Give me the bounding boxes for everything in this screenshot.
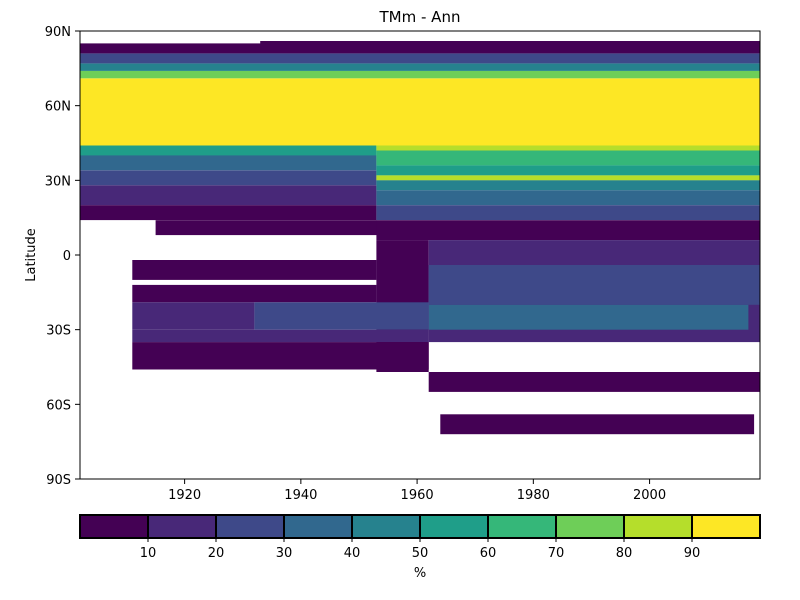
colorbar-swatch-6: [487, 514, 557, 539]
y-tick-label: 90S: [46, 473, 71, 488]
heatmap-cell-16: [376, 180, 760, 191]
x-tick-label: 2000: [633, 488, 666, 503]
heatmap-cell-19: [376, 220, 760, 241]
heatmap-cell-12: [376, 145, 760, 151]
colorbar-swatch-1: [147, 514, 217, 539]
x-axis-ticks: 1920 1940 1960 1980 2000: [168, 479, 666, 503]
colorbar-swatch-8: [623, 514, 693, 539]
colorbar-swatch-4: [351, 514, 421, 539]
colorbar-swatch-9: [691, 514, 761, 539]
heatmap-cell-10: [80, 205, 377, 221]
heatmap-cell-21: [428, 372, 760, 392]
heatmap-cell-24: [428, 304, 749, 330]
colorbar-tick-label: 50: [412, 546, 429, 561]
y-tick-label: 60S: [46, 398, 71, 413]
x-tick-label: 1980: [517, 488, 550, 503]
y-tick-label: 30S: [46, 324, 71, 339]
heatmap-cell-3: [80, 53, 760, 64]
colorbar-swatch-3: [283, 514, 353, 539]
heatmap-cell-31: [440, 414, 755, 435]
colorbar-label: %: [414, 566, 426, 581]
colorbar-swatch-5: [419, 514, 489, 539]
heatmap-cell-7: [80, 155, 377, 171]
chart-title: TMm - Ann: [379, 8, 461, 26]
colorbar-swatch-0: [79, 514, 149, 539]
heatmap-cell-29: [132, 329, 429, 343]
heatmap-cell-26: [132, 284, 377, 303]
heatmap-cell-30: [132, 342, 429, 370]
heatmap-cell-6: [80, 145, 377, 156]
colorbar-tick-label: 60: [480, 546, 497, 561]
colorbar-tick-label: 70: [548, 546, 565, 561]
colorbar-tick-label: 90: [684, 546, 701, 561]
x-tick-label: 1960: [401, 488, 434, 503]
colorbar-tick-label: 20: [208, 546, 225, 561]
colorbar-swatch-2: [215, 514, 285, 539]
heatmap-cell-8: [80, 170, 377, 186]
colorbar-tick-label: 30: [276, 546, 293, 561]
y-axis-ticks: 90N 60N 30N 0 30S 60S 90S: [45, 25, 80, 488]
heatmap-cell-11: [155, 220, 377, 236]
y-tick-label: 30N: [45, 174, 71, 189]
heatmap-cell-17: [376, 190, 760, 206]
colorbar-swatch-7: [555, 514, 625, 539]
colorbar: 10 20 30 40 50 60 70 80 90: [79, 514, 761, 561]
heatmap-cell-14: [376, 165, 760, 176]
colorbar-tick-label: 10: [140, 546, 157, 561]
y-tick-label: 60N: [45, 100, 71, 115]
heatmap-cell-27: [132, 302, 255, 330]
plot-cells: [80, 41, 760, 435]
colorbar-tick-label: 80: [616, 546, 633, 561]
heatmap-cell-15: [376, 175, 760, 181]
heatmap-cell-23: [428, 265, 760, 305]
heatmap-cell-13: [376, 150, 760, 166]
heatmap-cell-2: [80, 63, 760, 71]
x-tick-label: 1920: [168, 488, 201, 503]
heatmap-cell-5: [260, 41, 760, 44]
heatmap-cell-4: [80, 43, 760, 54]
heatmap-cell-9: [80, 185, 377, 206]
y-tick-label: 0: [63, 249, 71, 264]
heatmap-cell-1: [80, 70, 760, 79]
y-tick-label: 90N: [45, 25, 71, 40]
colorbar-tick-label: 40: [344, 546, 361, 561]
heatmap-cell-28: [254, 302, 429, 330]
heatmap-cell-18: [376, 205, 760, 221]
heatmap-cell-25: [132, 260, 377, 280]
y-axis-label: Latitude: [24, 228, 39, 282]
heatmap-cell-0: [80, 78, 760, 146]
x-tick-label: 1940: [284, 488, 317, 503]
